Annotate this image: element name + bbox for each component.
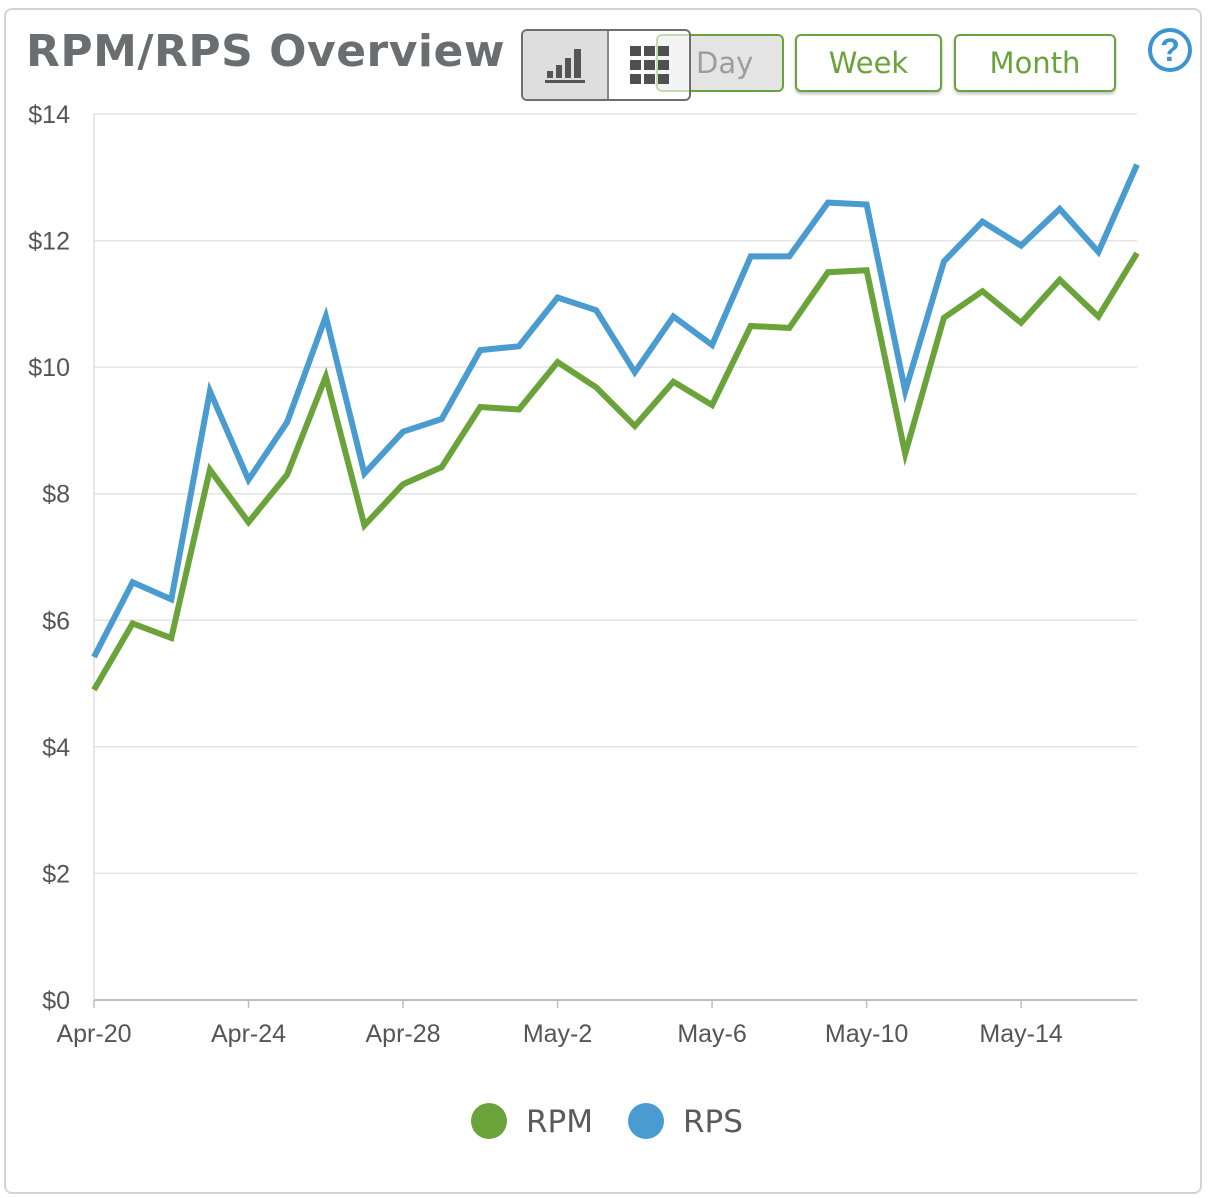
data-point-rpm[interactable] <box>709 402 715 408</box>
data-point-rpm[interactable] <box>323 374 329 380</box>
x-tick-label: Apr-24 <box>211 1020 286 1048</box>
x-tick-label: May-6 <box>677 1020 746 1048</box>
x-tick-label: Apr-28 <box>366 1020 441 1048</box>
data-point-rpm[interactable] <box>361 522 367 528</box>
data-point-rpm[interactable] <box>130 620 136 626</box>
data-point-rps[interactable] <box>284 419 290 425</box>
data-point-rpm[interactable] <box>593 384 599 390</box>
data-point-rpm[interactable] <box>825 269 831 275</box>
x-tick-label: Apr-20 <box>56 1020 131 1048</box>
data-point-rpm[interactable] <box>439 464 445 470</box>
widget-title: RPM/RPS Overview <box>26 26 506 77</box>
data-point-rps[interactable] <box>941 258 947 264</box>
data-point-rpm[interactable] <box>1095 314 1101 320</box>
data-point-rps[interactable] <box>825 200 831 206</box>
x-tick-label: May-14 <box>979 1020 1062 1048</box>
series-line-rpm <box>91 251 1140 692</box>
y-tick-label: $0 <box>42 987 70 1015</box>
legend-label: RPM <box>526 1104 593 1140</box>
data-point-rps[interactable] <box>400 429 406 435</box>
data-point-rps[interactable] <box>555 295 561 301</box>
data-point-rpm[interactable] <box>516 407 522 413</box>
view-toggle <box>521 29 691 101</box>
data-point-rps[interactable] <box>477 347 483 353</box>
data-point-rps[interactable] <box>1095 249 1101 255</box>
data-point-rps[interactable] <box>246 477 252 483</box>
data-point-rps[interactable] <box>439 416 445 422</box>
y-tick-label: $2 <box>42 860 70 888</box>
data-point-rpm[interactable] <box>670 379 676 385</box>
data-point-rps[interactable] <box>670 314 676 320</box>
legend-marker <box>471 1103 507 1139</box>
data-point-rpm[interactable] <box>979 288 985 294</box>
data-point-rps[interactable] <box>207 388 213 394</box>
data-point-rps[interactable] <box>632 369 638 375</box>
data-point-rps[interactable] <box>979 219 985 225</box>
data-point-rps[interactable] <box>361 470 367 476</box>
data-point-rpm[interactable] <box>246 519 252 525</box>
grid-icon <box>630 46 669 84</box>
data-point-rpm[interactable] <box>91 687 97 693</box>
data-point-rpm[interactable] <box>477 404 483 410</box>
series-lines <box>91 162 1140 693</box>
legend-item-rps[interactable]: RPS <box>628 1103 743 1140</box>
data-point-rps[interactable] <box>168 596 174 602</box>
data-point-rps[interactable] <box>709 342 715 348</box>
data-point-rpm[interactable] <box>1018 320 1024 326</box>
x-tick-label: May-10 <box>825 1020 908 1048</box>
data-point-rps[interactable] <box>1057 206 1063 212</box>
axes: $0 $2 $4 $6 $8 $10 $12 $14 Apr-20 Apr-24 Apr-28 May… <box>28 101 1063 1048</box>
data-point-rps[interactable] <box>323 314 329 320</box>
data-point-rps[interactable] <box>1134 162 1140 168</box>
y-tick-label: $10 <box>28 354 70 382</box>
table-view-button[interactable] <box>609 31 689 99</box>
data-point-rpm[interactable] <box>941 315 947 321</box>
data-point-rpm[interactable] <box>1134 250 1140 256</box>
data-point-rpm[interactable] <box>555 359 561 365</box>
data-point-rpm[interactable] <box>902 451 908 457</box>
y-tick-label: $6 <box>42 607 70 635</box>
data-point-rps[interactable] <box>593 307 599 313</box>
data-point-rps[interactable] <box>864 201 870 207</box>
legend-label: RPS <box>683 1104 743 1140</box>
data-point-rpm[interactable] <box>748 323 754 329</box>
help-symbol: ? <box>1160 31 1180 68</box>
period-month-button[interactable]: Month <box>954 34 1116 92</box>
legend: RPM RPS <box>471 1103 743 1140</box>
data-point-rps[interactable] <box>130 579 136 585</box>
rpm-rps-overview-card <box>4 8 1202 1194</box>
chart-view-button[interactable] <box>523 31 609 99</box>
data-point-rps[interactable] <box>516 343 522 349</box>
data-point-rpm[interactable] <box>284 472 290 478</box>
y-tick-label: $4 <box>42 734 70 762</box>
data-point-rps[interactable] <box>1018 243 1024 249</box>
series-line-rps <box>91 163 1140 659</box>
data-point-rpm[interactable] <box>864 267 870 273</box>
x-tick-label: May-2 <box>523 1020 592 1048</box>
data-point-rpm[interactable] <box>400 481 406 487</box>
legend-marker <box>628 1103 664 1139</box>
data-point-rpm[interactable] <box>207 467 213 473</box>
grid-lines <box>94 113 1137 1001</box>
data-point-rps[interactable] <box>748 253 754 259</box>
help-icon[interactable]: ? <box>1148 28 1192 72</box>
data-point-rpm[interactable] <box>632 423 638 429</box>
y-tick-label: $8 <box>42 481 70 509</box>
data-point-rps[interactable] <box>902 388 908 394</box>
bar-chart-icon <box>545 49 585 83</box>
y-tick-label: $14 <box>28 101 70 129</box>
legend-item-rpm[interactable]: RPM <box>471 1103 593 1140</box>
y-tick-label: $12 <box>28 228 70 256</box>
data-point-rpm[interactable] <box>786 325 792 331</box>
data-point-rpm[interactable] <box>1057 277 1063 283</box>
data-point-rps[interactable] <box>91 654 97 660</box>
period-week-button[interactable]: Week <box>795 34 942 92</box>
data-point-rps[interactable] <box>786 253 792 259</box>
period-day-button[interactable]: Day <box>656 34 784 92</box>
data-point-rpm[interactable] <box>168 635 174 641</box>
